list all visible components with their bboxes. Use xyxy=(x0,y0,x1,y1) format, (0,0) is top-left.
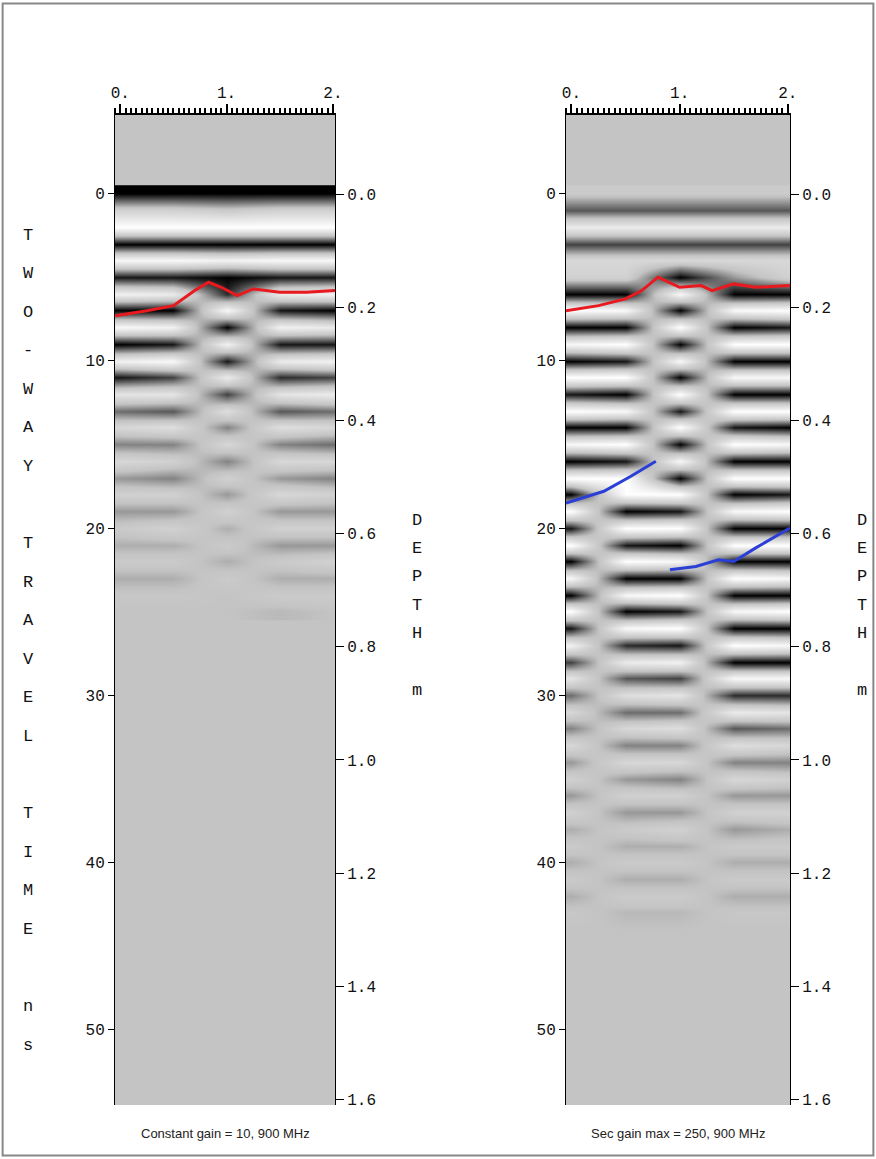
svg-text:20: 20 xyxy=(537,521,556,539)
svg-text:I: I xyxy=(23,843,33,862)
svg-text:1.6: 1.6 xyxy=(347,1092,376,1110)
svg-text:40: 40 xyxy=(86,855,105,873)
svg-text:10: 10 xyxy=(86,353,105,371)
svg-text:E: E xyxy=(23,920,33,939)
svg-text:T: T xyxy=(412,596,422,615)
svg-text:0.8: 0.8 xyxy=(347,639,376,657)
svg-text:1.: 1. xyxy=(217,85,236,103)
svg-text:E: E xyxy=(412,539,422,558)
svg-text:A: A xyxy=(23,418,34,437)
svg-text:30: 30 xyxy=(86,688,105,706)
svg-text:D: D xyxy=(857,511,867,530)
svg-text:0.6: 0.6 xyxy=(802,526,831,544)
svg-text:0.: 0. xyxy=(562,85,581,103)
svg-text:s: s xyxy=(23,1036,33,1055)
svg-text:m: m xyxy=(412,681,422,700)
svg-text:1.: 1. xyxy=(670,85,689,103)
svg-text:1.0: 1.0 xyxy=(802,753,831,771)
svg-text:50: 50 xyxy=(537,1022,556,1040)
svg-text:0: 0 xyxy=(546,186,556,204)
svg-text:E: E xyxy=(23,688,33,707)
svg-text:P: P xyxy=(412,567,422,586)
svg-text:2.: 2. xyxy=(778,85,797,103)
svg-text:M: M xyxy=(23,881,33,900)
svg-text:D: D xyxy=(412,511,422,530)
svg-text:T: T xyxy=(23,534,33,553)
svg-text:W: W xyxy=(23,264,34,283)
svg-text:50: 50 xyxy=(86,1022,105,1040)
svg-text:Y: Y xyxy=(23,457,33,476)
svg-text:O: O xyxy=(23,303,33,322)
svg-text:30: 30 xyxy=(537,688,556,706)
svg-text:E: E xyxy=(857,539,867,558)
svg-text:0.4: 0.4 xyxy=(347,413,376,431)
svg-text:Sec gain max = 250, 900 MHz: Sec gain max = 250, 900 MHz xyxy=(591,1126,766,1141)
svg-text:0: 0 xyxy=(95,186,105,204)
svg-text:10: 10 xyxy=(537,353,556,371)
svg-text:1.2: 1.2 xyxy=(347,866,376,884)
svg-text:T: T xyxy=(23,804,33,823)
svg-text:m: m xyxy=(857,681,867,700)
svg-text:W: W xyxy=(23,380,34,399)
svg-text:T: T xyxy=(857,596,867,615)
svg-text:0.4: 0.4 xyxy=(802,413,831,431)
svg-text:0.2: 0.2 xyxy=(347,300,376,318)
svg-text:A: A xyxy=(23,611,34,630)
svg-text:n: n xyxy=(23,997,33,1016)
svg-text:0.2: 0.2 xyxy=(802,300,831,318)
svg-text:Constant gain = 10, 900 MHz: Constant gain = 10, 900 MHz xyxy=(141,1126,310,1141)
svg-text:1.2: 1.2 xyxy=(802,866,831,884)
svg-text:H: H xyxy=(412,624,422,643)
svg-text:T: T xyxy=(23,226,33,245)
svg-text:0.: 0. xyxy=(111,85,130,103)
svg-text:L: L xyxy=(23,727,33,746)
svg-text:1.6: 1.6 xyxy=(802,1092,831,1110)
svg-text:V: V xyxy=(23,650,34,669)
svg-text:0.6: 0.6 xyxy=(347,526,376,544)
svg-text:1.0: 1.0 xyxy=(347,753,376,771)
svg-text:0.0: 0.0 xyxy=(802,187,831,205)
svg-text:1.4: 1.4 xyxy=(802,979,831,997)
svg-text:P: P xyxy=(857,567,867,586)
svg-text:40: 40 xyxy=(537,855,556,873)
svg-text:-: - xyxy=(23,341,33,360)
svg-text:0.0: 0.0 xyxy=(347,187,376,205)
svg-text:20: 20 xyxy=(86,521,105,539)
svg-text:1.4: 1.4 xyxy=(347,979,376,997)
svg-text:0.8: 0.8 xyxy=(802,639,831,657)
svg-text:R: R xyxy=(23,573,33,592)
svg-text:2.: 2. xyxy=(323,85,342,103)
svg-text:H: H xyxy=(857,624,867,643)
